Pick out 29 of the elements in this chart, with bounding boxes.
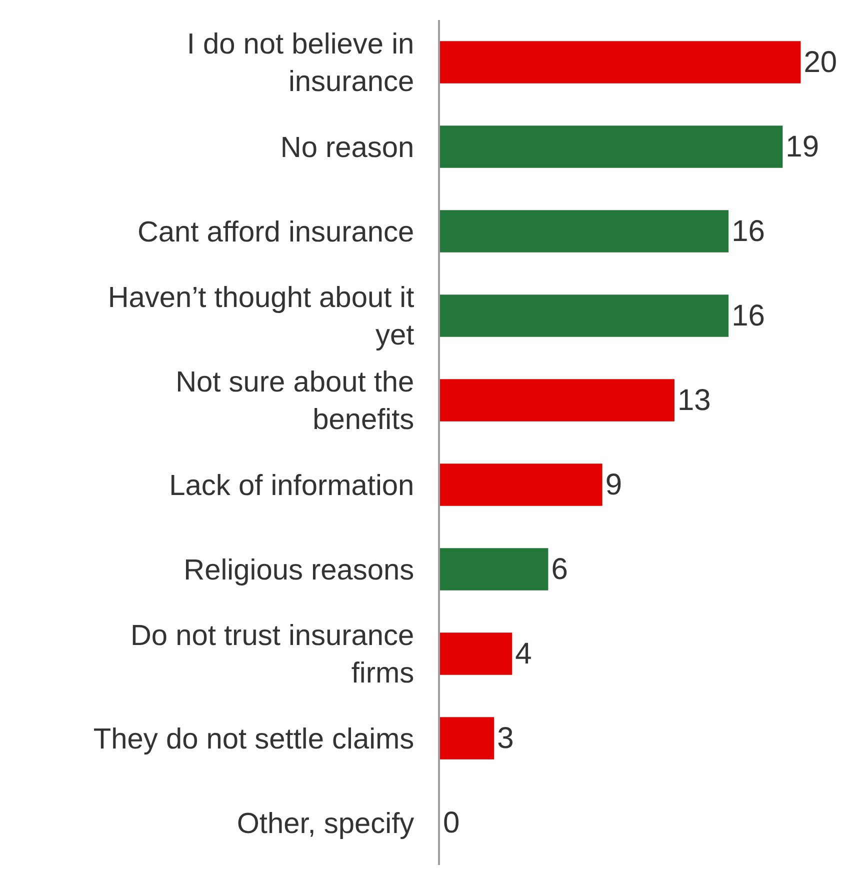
data-label: 0 [443,806,460,840]
data-label: 19 [786,130,820,164]
bar [440,294,729,337]
data-label: 6 [551,552,568,586]
bar [440,717,494,760]
y-tick-label: They do not settle claims [93,723,414,756]
data-label: 4 [515,637,532,670]
bar [440,632,512,675]
y-tick-label: Not sure about the benefits [176,366,414,436]
y-tick-label: I do not believe in insurance [186,28,414,98]
bar [440,126,783,168]
y-tick-label: Other, specify [236,808,415,840]
data-label: 16 [732,299,765,332]
data-label: 16 [732,214,765,248]
y-tick-label: Religious reasons [184,554,414,586]
bar [440,464,602,506]
bar [440,41,801,84]
data-label: 13 [677,384,711,417]
bar [440,210,729,252]
y-tick-label: No reason [280,132,414,164]
y-tick-label: Do not trust insurance firms [130,620,414,690]
y-tick-label: Lack of information [169,470,414,502]
y-tick-label: Cant afford insurance [137,216,414,248]
y-tick-label: Haven’t thought about it yet [108,282,414,352]
bar [440,379,674,422]
bar [440,548,548,590]
data-label: 3 [497,722,514,755]
data-label: 9 [605,468,622,502]
data-label: 20 [804,46,838,79]
